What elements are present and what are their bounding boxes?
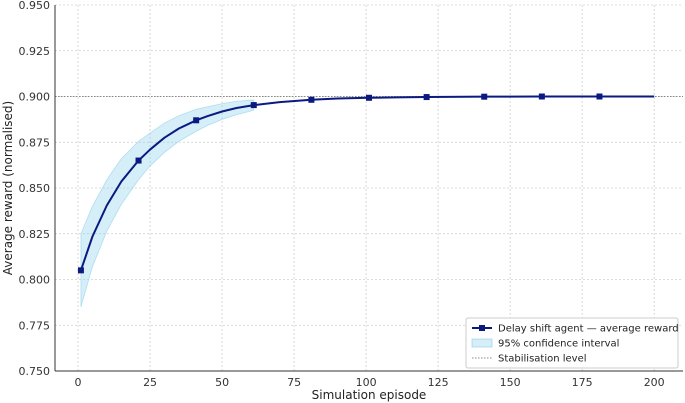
legend: Delay shift agent — average reward 95% c… xyxy=(465,317,679,369)
x-tick-labels: 0 25 50 75 100 125 150 175 200 xyxy=(75,376,665,389)
y-tick-labels: 0.750 0.775 0.800 0.825 0.850 0.875 0.900 0.925… xyxy=(19,0,51,378)
data-point-marker xyxy=(538,93,545,100)
x-tick-label: 25 xyxy=(143,376,157,389)
data-point-marker xyxy=(481,93,488,100)
x-tick-label: 50 xyxy=(215,376,229,389)
x-axis-label: Simulation episode xyxy=(312,388,427,402)
legend-series-marker xyxy=(479,325,485,331)
data-point-marker xyxy=(423,94,430,101)
x-tick-label: 0 xyxy=(75,376,82,389)
x-tick-label: 150 xyxy=(500,376,521,389)
legend-ci-swatch xyxy=(471,338,493,348)
data-point-marker xyxy=(77,267,84,274)
legend-box xyxy=(465,317,679,369)
x-tick-label: 175 xyxy=(572,376,593,389)
series-line xyxy=(79,95,655,271)
x-tick-label: 75 xyxy=(287,376,301,389)
data-point-marker xyxy=(308,96,315,103)
series-polyline xyxy=(79,95,655,271)
grid xyxy=(55,4,683,372)
legend-series-label: Delay shift agent — average reward xyxy=(498,324,679,335)
series-markers xyxy=(77,93,603,274)
y-axis-label: Average reward (normalised) xyxy=(1,101,15,275)
x-tick-label: 200 xyxy=(644,376,665,389)
data-point-marker xyxy=(366,94,372,101)
legend-ci-label: 95% confidence interval xyxy=(498,339,619,350)
y-tick-label: 0.775 xyxy=(19,319,51,332)
data-point-marker xyxy=(250,102,257,109)
axes-frame xyxy=(54,5,683,372)
data-point-marker xyxy=(596,93,603,100)
confidence-band xyxy=(80,99,255,308)
y-tick-label: 0.750 xyxy=(19,365,51,378)
data-point-marker xyxy=(193,117,200,124)
y-tick-label: 0.900 xyxy=(19,91,51,104)
legend-ref-label: Stabilisation level xyxy=(498,354,587,365)
y-tick-label: 0.925 xyxy=(19,45,51,58)
y-tick-label: 0.875 xyxy=(19,136,51,149)
confidence-band-area xyxy=(80,99,255,308)
x-tick-label: 100 xyxy=(356,376,377,389)
y-tick-label: 0.950 xyxy=(19,0,51,12)
x-tick-label: 125 xyxy=(428,376,449,389)
y-tick-label: 0.800 xyxy=(19,274,51,287)
y-tick-label: 0.825 xyxy=(19,228,51,241)
data-point-marker xyxy=(135,157,142,164)
y-tick-label: 0.850 xyxy=(19,182,51,195)
